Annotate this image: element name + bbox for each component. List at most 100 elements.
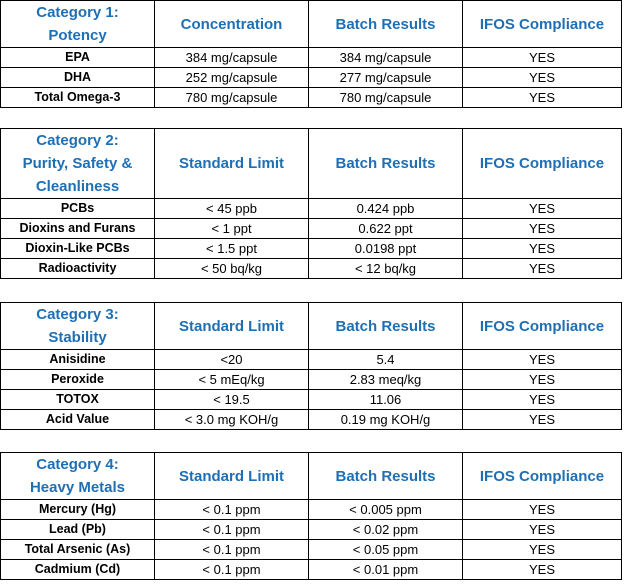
header-row: Category 1: Potency Concentration Batch Res… bbox=[0, 0, 622, 48]
row-label: Acid Value bbox=[0, 409, 155, 430]
column-header: Batch Results bbox=[308, 302, 463, 350]
result-cell: < 0.05 ppm bbox=[308, 539, 463, 560]
category-3-table: Category 3: Stability Standard Limit Batch … bbox=[0, 302, 622, 430]
limit-cell: 252 mg/capsule bbox=[154, 67, 309, 88]
table-row: Mercury (Hg) < 0.1 ppm < 0.005 ppm YES bbox=[0, 499, 622, 520]
column-header: Batch Results bbox=[308, 128, 463, 199]
result-cell: 2.83 meq/kg bbox=[308, 369, 463, 390]
category-title-line: Category 4: bbox=[36, 456, 119, 473]
table-row: Dioxin-Like PCBs < 1.5 ppt 0.0198 ppt YES bbox=[0, 238, 622, 259]
category-title-line: Purity, Safety & bbox=[22, 155, 133, 172]
row-label: Total Omega-3 bbox=[0, 87, 155, 108]
compliance-cell: YES bbox=[462, 67, 622, 88]
compliance-cell: YES bbox=[462, 47, 622, 68]
column-header: Standard Limit bbox=[154, 452, 309, 500]
row-label: Mercury (Hg) bbox=[0, 499, 155, 520]
result-cell: < 0.005 ppm bbox=[308, 499, 463, 520]
column-header: Standard Limit bbox=[154, 128, 309, 199]
limit-cell: <20 bbox=[154, 349, 309, 370]
table-row: TOTOX < 19.5 11.06 YES bbox=[0, 389, 622, 410]
result-cell: < 0.02 ppm bbox=[308, 519, 463, 540]
limit-cell: < 19.5 bbox=[154, 389, 309, 410]
row-label: Cadmium (Cd) bbox=[0, 559, 155, 580]
row-label: Dioxin-Like PCBs bbox=[0, 238, 155, 259]
result-cell: 780 mg/capsule bbox=[308, 87, 463, 108]
limit-cell: < 5 mEq/kg bbox=[154, 369, 309, 390]
compliance-cell: YES bbox=[462, 519, 622, 540]
row-label: PCBs bbox=[0, 198, 155, 219]
category-title-line: Category 2: bbox=[36, 132, 119, 149]
row-label: Lead (Pb) bbox=[0, 519, 155, 540]
table-row: Anisidine <20 5.4 YES bbox=[0, 349, 622, 370]
compliance-cell: YES bbox=[462, 218, 622, 239]
compliance-cell: YES bbox=[462, 238, 622, 259]
result-cell: 384 mg/capsule bbox=[308, 47, 463, 68]
result-cell: 11.06 bbox=[308, 389, 463, 410]
category-title: Category 3: Stability bbox=[0, 302, 155, 350]
table-row: Lead (Pb) < 0.1 ppm < 0.02 ppm YES bbox=[0, 519, 622, 540]
category-4-table: Category 4: Heavy Metals Standard Limit Bat… bbox=[0, 452, 622, 580]
header-row: Category 3: Stability Standard Limit Batch … bbox=[0, 302, 622, 350]
table-row: Peroxide < 5 mEq/kg 2.83 meq/kg YES bbox=[0, 369, 622, 390]
column-header: Standard Limit bbox=[154, 302, 309, 350]
result-cell: < 12 bq/kg bbox=[308, 258, 463, 279]
category-title-line: Cleanliness bbox=[35, 178, 120, 195]
limit-cell: < 45 ppb bbox=[154, 198, 309, 219]
row-label: EPA bbox=[0, 47, 155, 68]
limit-cell: < 50 bq/kg bbox=[154, 258, 309, 279]
table-row: DHA 252 mg/capsule 277 mg/capsule YES bbox=[0, 67, 622, 88]
category-1-table: Category 1: Potency Concentration Batch Res… bbox=[0, 0, 622, 108]
limit-cell: < 0.1 ppm bbox=[154, 519, 309, 540]
limit-cell: < 0.1 ppm bbox=[154, 559, 309, 580]
table-row: EPA 384 mg/capsule 384 mg/capsule YES bbox=[0, 47, 622, 68]
limit-cell: 384 mg/capsule bbox=[154, 47, 309, 68]
category-title-line: Heavy Metals bbox=[29, 479, 126, 496]
header-row: Category 2: Purity, Safety & Cleanliness St… bbox=[0, 128, 622, 199]
table-row: Total Arsenic (As) < 0.1 ppm < 0.05 ppm YES bbox=[0, 539, 622, 560]
header-row: Category 4: Heavy Metals Standard Limit Bat… bbox=[0, 452, 622, 500]
column-header: IFOS Compliance bbox=[462, 0, 622, 48]
table-row: Total Omega-3 780 mg/capsule 780 mg/capsul… bbox=[0, 87, 622, 108]
category-title: Category 1: Potency bbox=[0, 0, 155, 48]
compliance-cell: YES bbox=[462, 409, 622, 430]
compliance-cell: YES bbox=[462, 369, 622, 390]
table-row: Radioactivity < 50 bq/kg < 12 bq/kg YES bbox=[0, 258, 622, 279]
category-title-line: Category 1: bbox=[36, 4, 119, 21]
category-title-line: Category 3: bbox=[36, 306, 119, 323]
column-header: Concentration bbox=[154, 0, 309, 48]
row-label: Total Arsenic (As) bbox=[0, 539, 155, 560]
result-cell: 0.19 mg KOH/g bbox=[308, 409, 463, 430]
column-header: IFOS Compliance bbox=[462, 302, 622, 350]
category-title-line: Stability bbox=[48, 329, 107, 346]
table-row: Acid Value < 3.0 mg KOH/g 0.19 mg KOH/g YES bbox=[0, 409, 622, 430]
limit-cell: < 0.1 ppm bbox=[154, 539, 309, 560]
column-header: IFOS Compliance bbox=[462, 452, 622, 500]
category-title: Category 4: Heavy Metals bbox=[0, 452, 155, 500]
result-cell: 0.0198 ppt bbox=[308, 238, 463, 259]
result-cell: 277 mg/capsule bbox=[308, 67, 463, 88]
column-header: IFOS Compliance bbox=[462, 128, 622, 199]
column-header: Batch Results bbox=[308, 0, 463, 48]
row-label: TOTOX bbox=[0, 389, 155, 410]
row-label: Dioxins and Furans bbox=[0, 218, 155, 239]
limit-cell: < 0.1 ppm bbox=[154, 499, 309, 520]
compliance-cell: YES bbox=[462, 198, 622, 219]
category-title-line: Potency bbox=[48, 27, 107, 44]
table-row: Cadmium (Cd) < 0.1 ppm < 0.01 ppm YES bbox=[0, 559, 622, 580]
row-label: Radioactivity bbox=[0, 258, 155, 279]
compliance-cell: YES bbox=[462, 258, 622, 279]
row-label: Peroxide bbox=[0, 369, 155, 390]
result-cell: 0.622 ppt bbox=[308, 218, 463, 239]
compliance-cell: YES bbox=[462, 389, 622, 410]
result-cell: < 0.01 ppm bbox=[308, 559, 463, 580]
limit-cell: 780 mg/capsule bbox=[154, 87, 309, 108]
category-title: Category 2: Purity, Safety & Cleanliness bbox=[0, 128, 155, 199]
table-row: Dioxins and Furans < 1 ppt 0.622 ppt YES bbox=[0, 218, 622, 239]
compliance-cell: YES bbox=[462, 559, 622, 580]
limit-cell: < 1 ppt bbox=[154, 218, 309, 239]
compliance-cell: YES bbox=[462, 349, 622, 370]
column-header: Batch Results bbox=[308, 452, 463, 500]
category-2-table: Category 2: Purity, Safety & Cleanliness St… bbox=[0, 128, 622, 279]
limit-cell: < 1.5 ppt bbox=[154, 238, 309, 259]
result-cell: 5.4 bbox=[308, 349, 463, 370]
